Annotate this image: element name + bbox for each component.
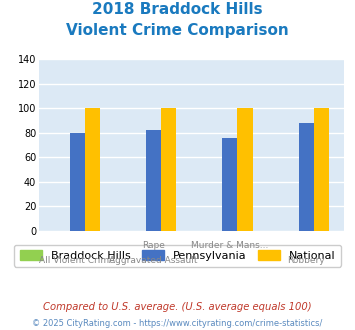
Text: Compared to U.S. average. (U.S. average equals 100): Compared to U.S. average. (U.S. average …	[43, 302, 312, 312]
Legend: Braddock Hills, Pennsylvania, National: Braddock Hills, Pennsylvania, National	[14, 245, 341, 267]
Text: All Violent Crime: All Violent Crime	[39, 256, 115, 265]
Bar	[314, 109, 329, 231]
Bar	[146, 130, 161, 231]
Text: Violent Crime Comparison: Violent Crime Comparison	[66, 23, 289, 38]
Text: © 2025 CityRating.com - https://www.cityrating.com/crime-statistics/: © 2025 CityRating.com - https://www.city…	[32, 319, 323, 328]
Text: 2018 Braddock Hills: 2018 Braddock Hills	[92, 2, 263, 16]
Bar	[70, 133, 85, 231]
Bar	[299, 123, 314, 231]
Bar	[85, 109, 100, 231]
Text: Aggravated Assault: Aggravated Assault	[109, 256, 198, 265]
Text: Murder & Mans...: Murder & Mans...	[191, 241, 268, 250]
Bar	[237, 109, 253, 231]
Bar	[161, 109, 176, 231]
Bar	[222, 138, 237, 231]
Text: Robbery: Robbery	[288, 256, 325, 265]
Text: Rape: Rape	[142, 241, 165, 250]
